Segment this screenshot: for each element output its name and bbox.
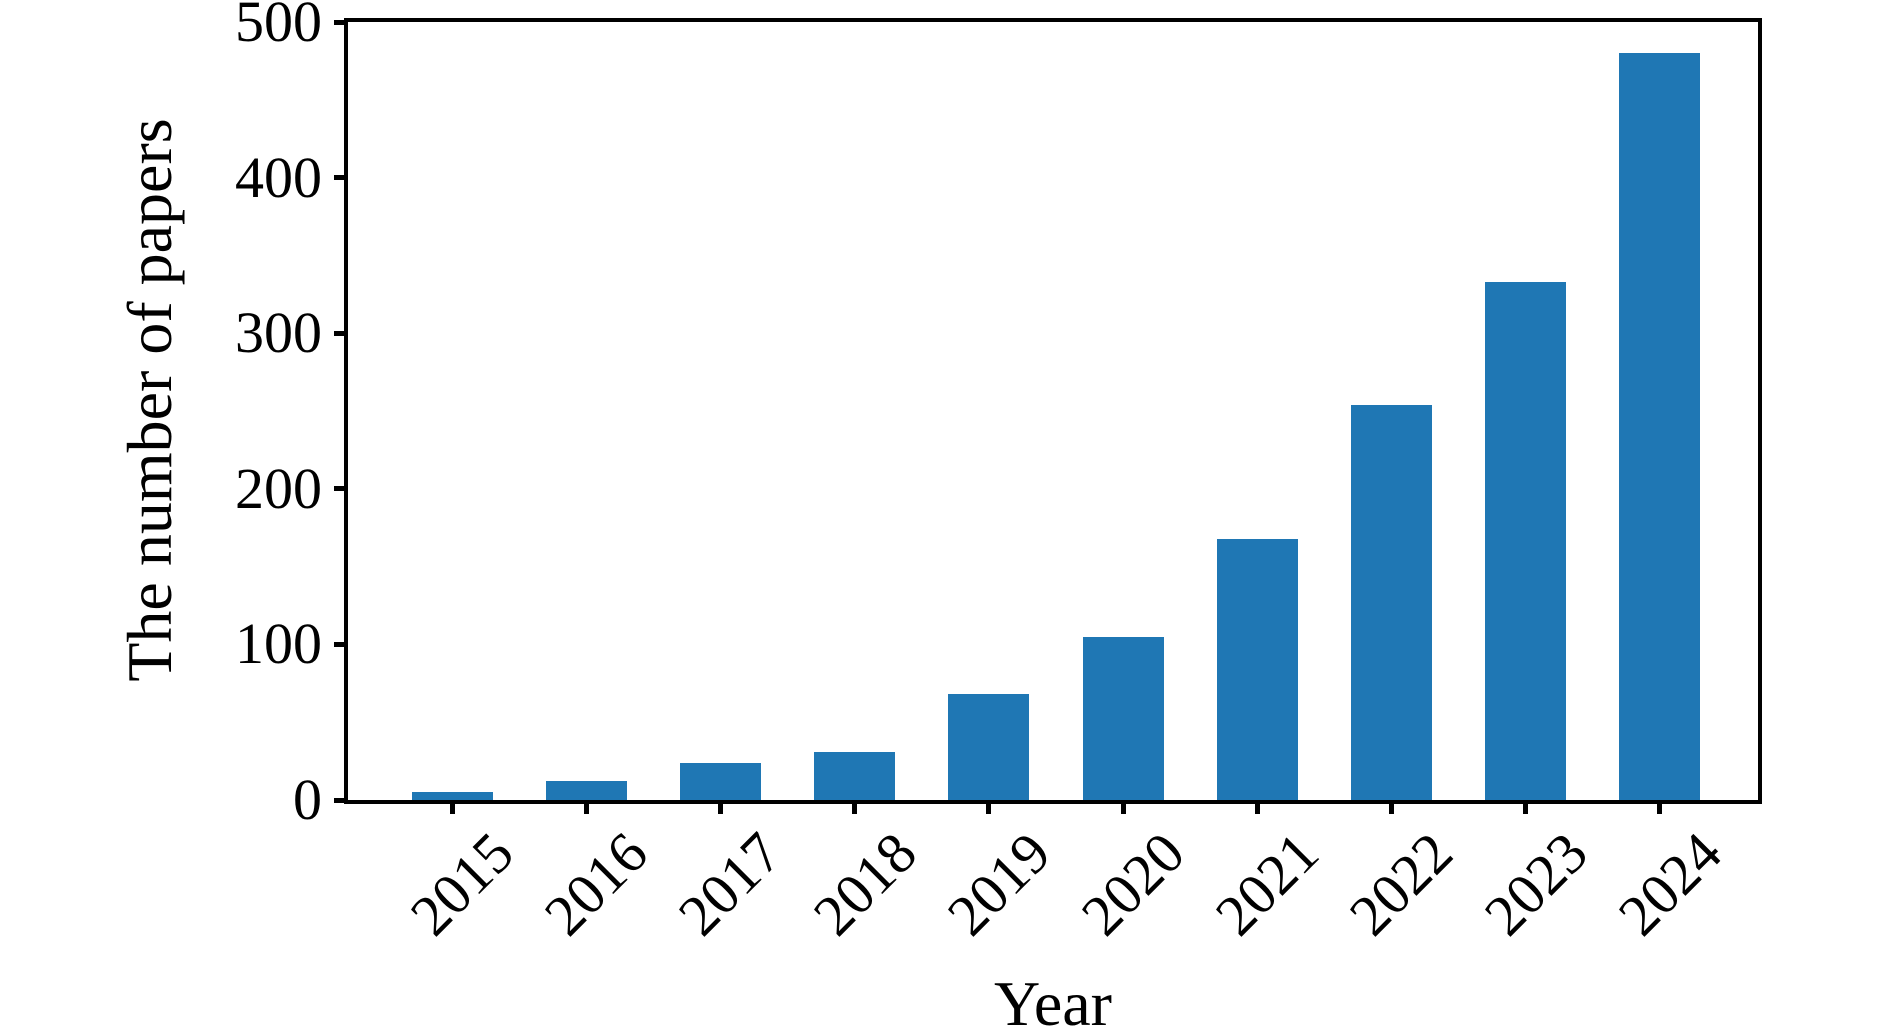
bar-2024 (1619, 53, 1701, 800)
y-tick-label-200: 200 (235, 455, 322, 521)
bar-2017 (679, 762, 761, 800)
x-tick-label-2020: 2020 (1068, 819, 1197, 948)
x-tick-mark-2022 (1388, 804, 1394, 814)
bar-2015 (411, 792, 493, 800)
y-axis-title: The number of papers (114, 118, 185, 682)
bar-2019 (948, 694, 1030, 800)
x-tick-label-2017: 2017 (666, 819, 795, 948)
x-tick-mark-2017 (717, 804, 723, 814)
bar-2020 (1082, 636, 1164, 800)
y-tick-mark-400 (334, 175, 344, 181)
y-tick-mark-300 (334, 330, 344, 336)
bar-2023 (1485, 281, 1567, 800)
bar-2018 (814, 751, 896, 800)
y-tick-mark-100 (334, 641, 344, 647)
x-tick-label-2022: 2022 (1337, 819, 1466, 948)
y-tick-label-300: 300 (235, 300, 322, 366)
x-tick-label-2023: 2023 (1471, 819, 1600, 948)
x-tick-label-2015: 2015 (397, 819, 526, 948)
x-tick-label-2024: 2024 (1605, 819, 1734, 948)
x-tick-label-2018: 2018 (800, 819, 929, 948)
x-tick-mark-2016 (583, 804, 589, 814)
x-tick-mark-2021 (1254, 804, 1260, 814)
bar-2021 (1216, 538, 1298, 800)
x-tick-mark-2024 (1657, 804, 1663, 814)
y-tick-mark-0 (334, 797, 344, 803)
y-tick-label-0: 0 (293, 767, 322, 832)
y-tick-label-400: 400 (235, 144, 322, 210)
y-tick-label-500: 500 (235, 0, 322, 54)
x-axis-title: Year (994, 968, 1112, 1032)
bar-2016 (545, 781, 627, 800)
x-tick-mark-2020 (1120, 804, 1126, 814)
bar-2022 (1350, 404, 1432, 800)
x-tick-mark-2023 (1523, 804, 1529, 814)
x-tick-mark-2019 (986, 804, 992, 814)
y-tick-mark-500 (334, 19, 344, 25)
y-tick-mark-200 (334, 486, 344, 492)
x-tick-label-2019: 2019 (934, 819, 1063, 948)
x-tick-label-2021: 2021 (1203, 819, 1332, 948)
x-tick-label-2016: 2016 (532, 819, 661, 948)
x-tick-mark-2015 (449, 804, 455, 814)
y-tick-label-100: 100 (235, 611, 322, 677)
x-tick-mark-2018 (852, 804, 858, 814)
